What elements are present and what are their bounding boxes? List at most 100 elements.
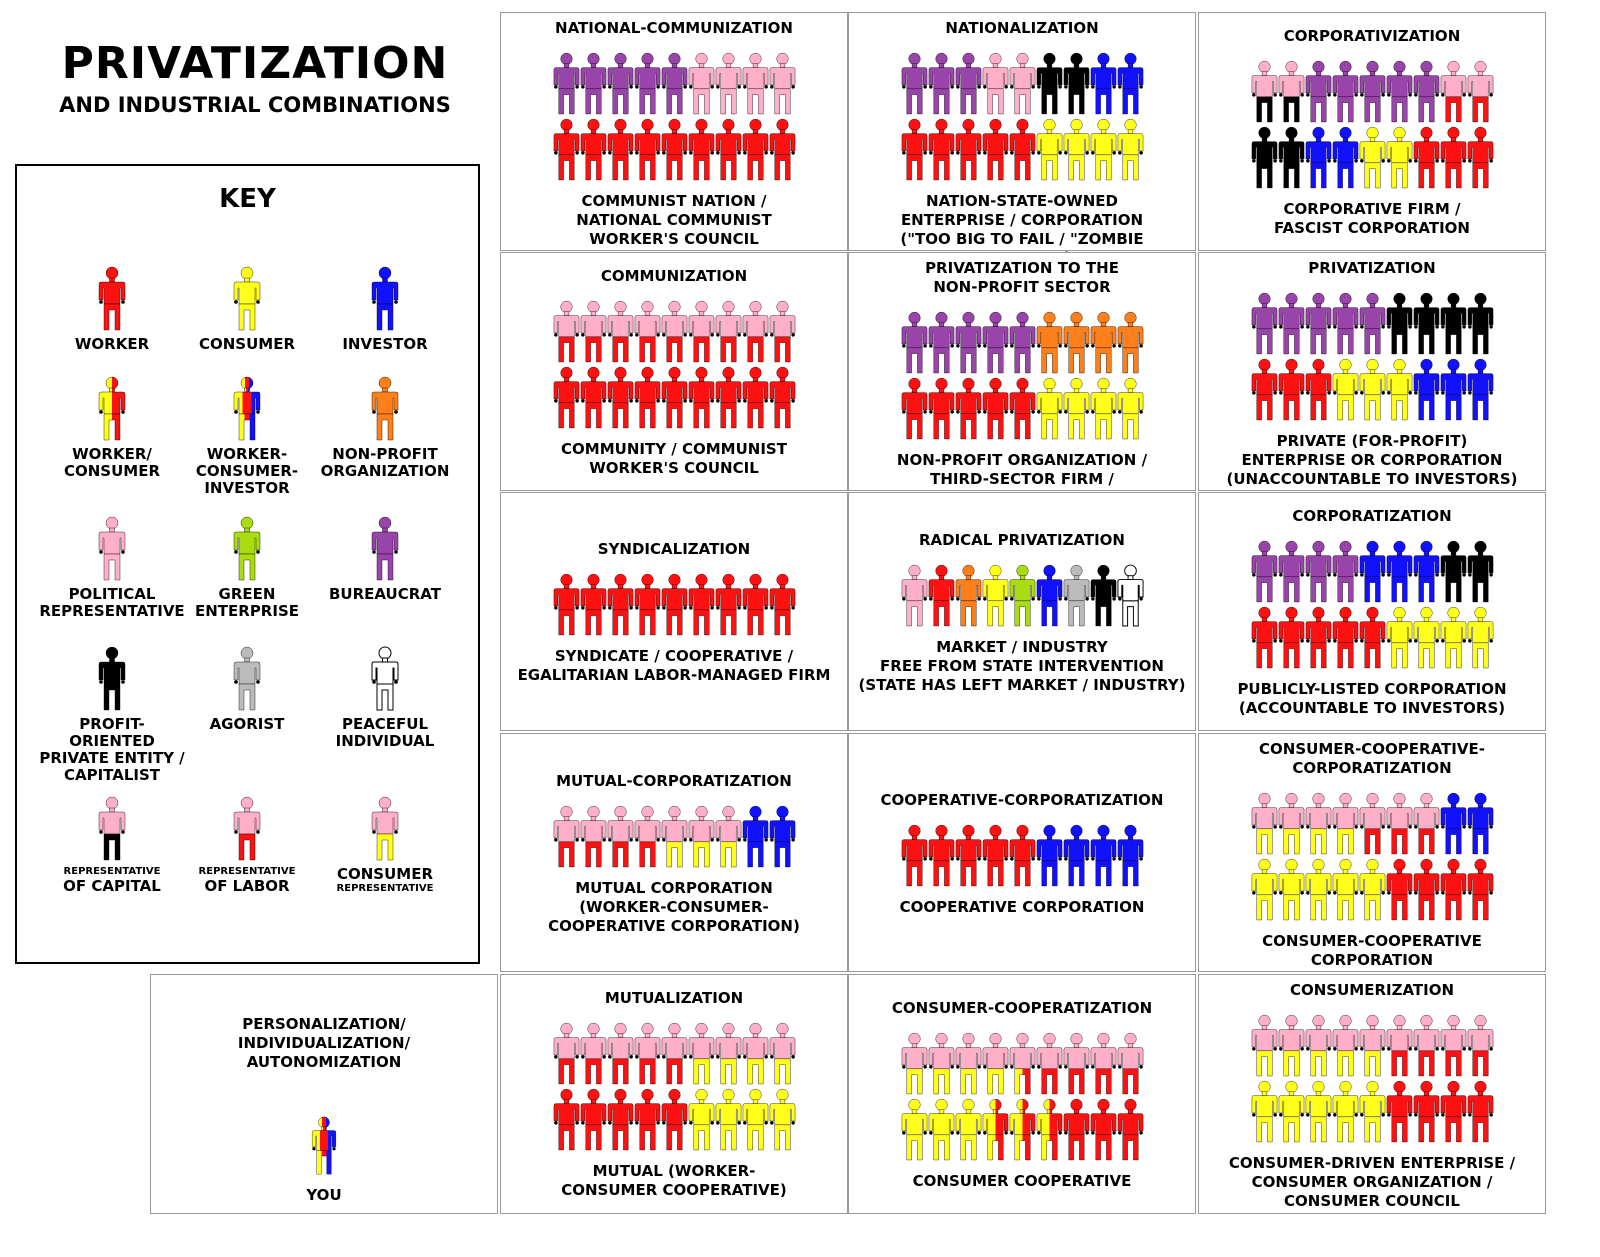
bureaucrat-person-icon bbox=[982, 311, 1008, 374]
key-label: NON-PROFIT ORGANIZATION bbox=[320, 445, 450, 480]
worker-person-icon bbox=[1117, 1098, 1143, 1160]
panel-title: PRIVATIZATION TO THE NON-PROFIT SECTOR bbox=[925, 259, 1119, 296]
bureaucrat-person-icon bbox=[607, 52, 633, 115]
political-person-icon bbox=[688, 52, 714, 115]
key-title: KEY bbox=[219, 184, 276, 214]
panel-communization: COMMUNIZATION COMMUNITY / COMMUNIST WORKE… bbox=[500, 252, 848, 491]
consumer-person-icon bbox=[1305, 858, 1331, 921]
page-title: PRIVATIZATION bbox=[61, 38, 449, 89]
figure-row bbox=[1199, 292, 1545, 356]
capitalist-person-icon bbox=[1467, 292, 1493, 355]
panel-caption: MUTUAL (WORKER- CONSUMER COOPERATIVE) bbox=[561, 1162, 787, 1199]
panel-title: PRIVATIZATION bbox=[1308, 259, 1436, 277]
political-person-icon bbox=[98, 516, 126, 581]
worker-person-icon bbox=[1063, 1098, 1089, 1160]
key-sublabel: REPRESENTATIVE bbox=[198, 866, 296, 877]
rep-labor-person-icon bbox=[742, 300, 768, 363]
consumer-person-icon bbox=[1063, 118, 1089, 181]
investor-person-icon bbox=[1305, 126, 1331, 189]
worker-person-icon bbox=[769, 118, 795, 181]
panel-caption: MUTUAL CORPORATION (WORKER-CONSUMER- COO… bbox=[548, 878, 800, 935]
capitalist-person-icon bbox=[98, 646, 126, 711]
bureaucrat-person-icon bbox=[553, 52, 579, 115]
key-label: PEACEFUL INDIVIDUAL bbox=[335, 715, 435, 750]
nonprofit-person-icon bbox=[371, 376, 399, 441]
investor-person-icon bbox=[1063, 824, 1089, 886]
key-box: KEY WORKER CONSUMER INVESTOR WORKER/ CONSUM… bbox=[15, 164, 480, 964]
rep-labor-person-icon bbox=[634, 300, 660, 363]
worker-person-icon bbox=[1413, 126, 1439, 189]
worker-person-icon bbox=[742, 573, 768, 636]
worker-person-icon bbox=[661, 118, 687, 181]
worker-person-icon bbox=[688, 573, 714, 636]
consumer-person-icon bbox=[769, 1088, 795, 1151]
panel-title: PERSONALIZATION/ INDIVIDUALIZATION/ AUTO… bbox=[237, 1015, 411, 1071]
worker-person-icon bbox=[1009, 377, 1035, 440]
rep-labor-person-icon bbox=[553, 1022, 579, 1085]
worker-person-icon bbox=[955, 824, 981, 886]
consumer-person-icon bbox=[233, 266, 261, 331]
capitalist-person-icon bbox=[1278, 126, 1304, 189]
panel-title: NATIONALIZATION bbox=[945, 19, 1099, 37]
bureaucrat-person-icon bbox=[1332, 292, 1358, 355]
figure-row bbox=[849, 52, 1195, 116]
rep-consumer-person-icon bbox=[371, 796, 399, 861]
political-person-icon bbox=[982, 52, 1008, 115]
rep-labor-person-icon bbox=[580, 300, 606, 363]
panel-privatization-non-profit: PRIVATIZATION TO THE NON-PROFIT SECTOR NO… bbox=[848, 252, 1196, 507]
agorist-person-icon bbox=[233, 646, 261, 711]
worker-person-icon bbox=[1251, 606, 1277, 669]
worker-person-icon bbox=[688, 118, 714, 181]
worker-person-icon bbox=[769, 366, 795, 429]
bureaucrat-person-icon bbox=[928, 311, 954, 374]
bureaucrat-person-icon bbox=[371, 516, 399, 581]
rep-consumer-person-icon bbox=[1332, 792, 1358, 855]
worker-person-icon bbox=[607, 573, 633, 636]
key-item-representative-of-capital: REPRESENTATIVE OF CAPITAL bbox=[37, 796, 187, 895]
consumer-person-icon bbox=[1386, 358, 1412, 421]
nonprofit-person-icon bbox=[955, 564, 981, 626]
page-subtitle: AND INDUSTRIAL COMBINATIONS bbox=[59, 93, 451, 117]
investor-person-icon bbox=[1332, 126, 1358, 189]
nonprofit-person-icon bbox=[1063, 311, 1089, 374]
worker-person-icon bbox=[1305, 606, 1331, 669]
consumer-person-icon bbox=[1090, 377, 1116, 440]
rep-labor-person-icon bbox=[1036, 1032, 1062, 1094]
key-item-agorist: AGORIST bbox=[172, 646, 322, 733]
worker-person-icon bbox=[1386, 1080, 1412, 1143]
panel-title: CORPORATIZATION bbox=[1292, 507, 1452, 525]
figure-row bbox=[501, 573, 847, 637]
consumer-person-icon bbox=[1332, 858, 1358, 921]
panel-caption: CORPORATIVE FIRM / FASCIST CORPORATION bbox=[1274, 200, 1470, 237]
worker-person-icon bbox=[688, 366, 714, 429]
rep-consumer-person-icon bbox=[715, 805, 741, 867]
investor-person-icon bbox=[1440, 358, 1466, 421]
key-label: OF LABOR bbox=[204, 877, 290, 895]
worker-person-icon bbox=[634, 118, 660, 181]
panel-title: RADICAL PRIVATIZATION bbox=[918, 530, 1125, 549]
worker-person-icon bbox=[955, 118, 981, 181]
worker-person-icon bbox=[553, 1088, 579, 1151]
consumer-person-icon bbox=[1278, 858, 1304, 921]
consumer-person-icon bbox=[1440, 606, 1466, 669]
bureaucrat-person-icon bbox=[901, 52, 927, 115]
figure-row bbox=[501, 1022, 847, 1086]
rep-consumer-person-icon bbox=[982, 1032, 1008, 1094]
panel-caption: PUBLICLY-LISTED CORPORATION (ACCOUNTABLE… bbox=[1237, 680, 1507, 717]
worker-person-icon bbox=[901, 377, 927, 440]
key-label: PROFIT-ORIENTED PRIVATE ENTITY / CAPITAL… bbox=[39, 715, 185, 784]
investor-person-icon bbox=[1117, 52, 1143, 115]
figure-row bbox=[501, 1088, 847, 1152]
political-person-icon bbox=[742, 52, 768, 115]
capitalist-person-icon bbox=[1386, 292, 1412, 355]
political-person-icon bbox=[901, 564, 927, 626]
worker-person-icon bbox=[553, 118, 579, 181]
capitalist-person-icon bbox=[1440, 540, 1466, 603]
bureaucrat-person-icon bbox=[634, 52, 660, 115]
rep-labor-person-icon bbox=[1413, 792, 1439, 855]
key-label: CONSUMER bbox=[198, 335, 296, 353]
rep-consumer-person-icon bbox=[688, 805, 714, 867]
rep-worker-consumer-person-icon bbox=[1009, 1032, 1035, 1094]
panel-consumer-cooperatization: CONSUMER-COOPERATIZATION CONSUMER COOPERA… bbox=[848, 974, 1196, 1214]
investor-person-icon bbox=[1467, 792, 1493, 855]
